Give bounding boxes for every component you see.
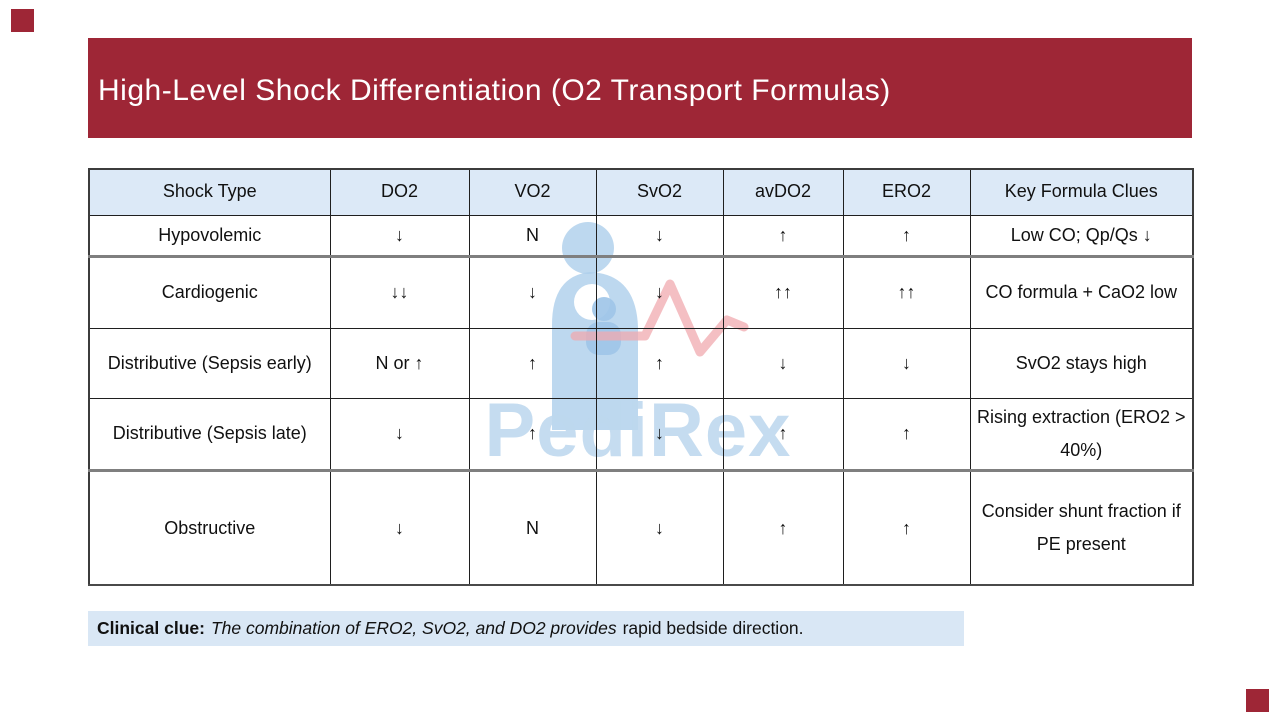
cell-do2: ↓ bbox=[329, 469, 470, 586]
col-header-ero2: ERO2 bbox=[842, 168, 971, 216]
cell-svo2: ↓ bbox=[595, 255, 724, 329]
cell-vo2: ↑ bbox=[468, 397, 597, 472]
cell-clues: Consider shunt fraction if PE present bbox=[969, 469, 1194, 586]
cell-ero2: ↑ bbox=[842, 214, 971, 258]
cell-shock-type: Obstructive bbox=[88, 469, 331, 586]
cell-ero2: ↓ bbox=[842, 327, 971, 399]
col-header-avdo2: avDO2 bbox=[722, 168, 844, 216]
cell-shock-type: Distributive (Sepsis late) bbox=[88, 397, 331, 472]
table-row-obstructive: Obstructive ↓ N ↓ ↑ ↑ Consider shunt fra… bbox=[88, 469, 1194, 586]
cell-avdo2: ↑ bbox=[722, 214, 844, 258]
cell-shock-type: Hypovolemic bbox=[88, 214, 331, 258]
cell-vo2: N bbox=[468, 469, 597, 586]
col-header-shock-type: Shock Type bbox=[88, 168, 331, 216]
page-title: High-Level Shock Differentiation (O2 Tra… bbox=[98, 74, 891, 107]
table-row-cardiogenic: Cardiogenic ↓↓ ↓ ↓ ↑↑ ↑↑ CO formula + Ca… bbox=[88, 255, 1194, 329]
table-header-row: Shock Type DO2 VO2 SvO2 avDO2 ERO2 Key F… bbox=[88, 168, 1194, 216]
corner-accent-bottom-right bbox=[1246, 689, 1269, 712]
cell-avdo2: ↑ bbox=[722, 397, 844, 472]
clinical-clue-italic-text: The combination of ERO2, SvO2, and DO2 p… bbox=[210, 618, 617, 638]
cell-do2: ↓ bbox=[329, 214, 470, 258]
col-header-key-formula-clues: Key Formula Clues bbox=[969, 168, 1194, 216]
clinical-clue-bar: Clinical clue: The combination of ERO2, … bbox=[88, 611, 964, 646]
cell-svo2: ↓ bbox=[595, 469, 724, 586]
cell-ero2: ↑ bbox=[842, 397, 971, 472]
cell-avdo2: ↑ bbox=[722, 469, 844, 586]
cell-svo2: ↓ bbox=[595, 397, 724, 472]
cell-do2: ↓↓ bbox=[329, 255, 470, 329]
cell-vo2: ↓ bbox=[468, 255, 597, 329]
shock-differentiation-table: Shock Type DO2 VO2 SvO2 avDO2 ERO2 Key F… bbox=[88, 168, 1194, 586]
title-banner: High-Level Shock Differentiation (O2 Tra… bbox=[88, 38, 1192, 138]
col-header-vo2: VO2 bbox=[468, 168, 597, 216]
table-row-distributive-late: Distributive (Sepsis late) ↓ ↑ ↓ ↑ ↑ Ris… bbox=[88, 397, 1194, 472]
cell-vo2: N bbox=[468, 214, 597, 258]
cell-clues: CO formula + CaO2 low bbox=[969, 255, 1194, 329]
cell-do2: ↓ bbox=[329, 397, 470, 472]
col-header-do2: DO2 bbox=[329, 168, 470, 216]
cell-avdo2: ↓ bbox=[722, 327, 844, 399]
cell-shock-type: Distributive (Sepsis early) bbox=[88, 327, 331, 399]
cell-clues: SvO2 stays high bbox=[969, 327, 1194, 399]
clinical-clue-rest-text: rapid bedside direction. bbox=[622, 618, 804, 638]
cell-ero2: ↑↑ bbox=[842, 255, 971, 329]
cell-vo2: ↑ bbox=[468, 327, 597, 399]
cell-shock-type: Cardiogenic bbox=[88, 255, 331, 329]
cell-svo2: ↑ bbox=[595, 327, 724, 399]
corner-accent-top-left bbox=[11, 9, 34, 32]
col-header-svo2: SvO2 bbox=[595, 168, 724, 216]
cell-ero2: ↑ bbox=[842, 469, 971, 586]
table-row-distributive-early: Distributive (Sepsis early) N or ↑ ↑ ↑ ↓… bbox=[88, 327, 1194, 399]
cell-clues: Rising extraction (ERO2 > 40%) bbox=[969, 397, 1194, 472]
cell-avdo2: ↑↑ bbox=[722, 255, 844, 329]
clinical-clue-label: Clinical clue: bbox=[97, 618, 205, 638]
table-row-hypovolemic: Hypovolemic ↓ N ↓ ↑ ↑ Low CO; Qp/Qs ↓ bbox=[88, 214, 1194, 258]
cell-clues: Low CO; Qp/Qs ↓ bbox=[969, 214, 1194, 258]
cell-do2: N or ↑ bbox=[329, 327, 470, 399]
cell-svo2: ↓ bbox=[595, 214, 724, 258]
